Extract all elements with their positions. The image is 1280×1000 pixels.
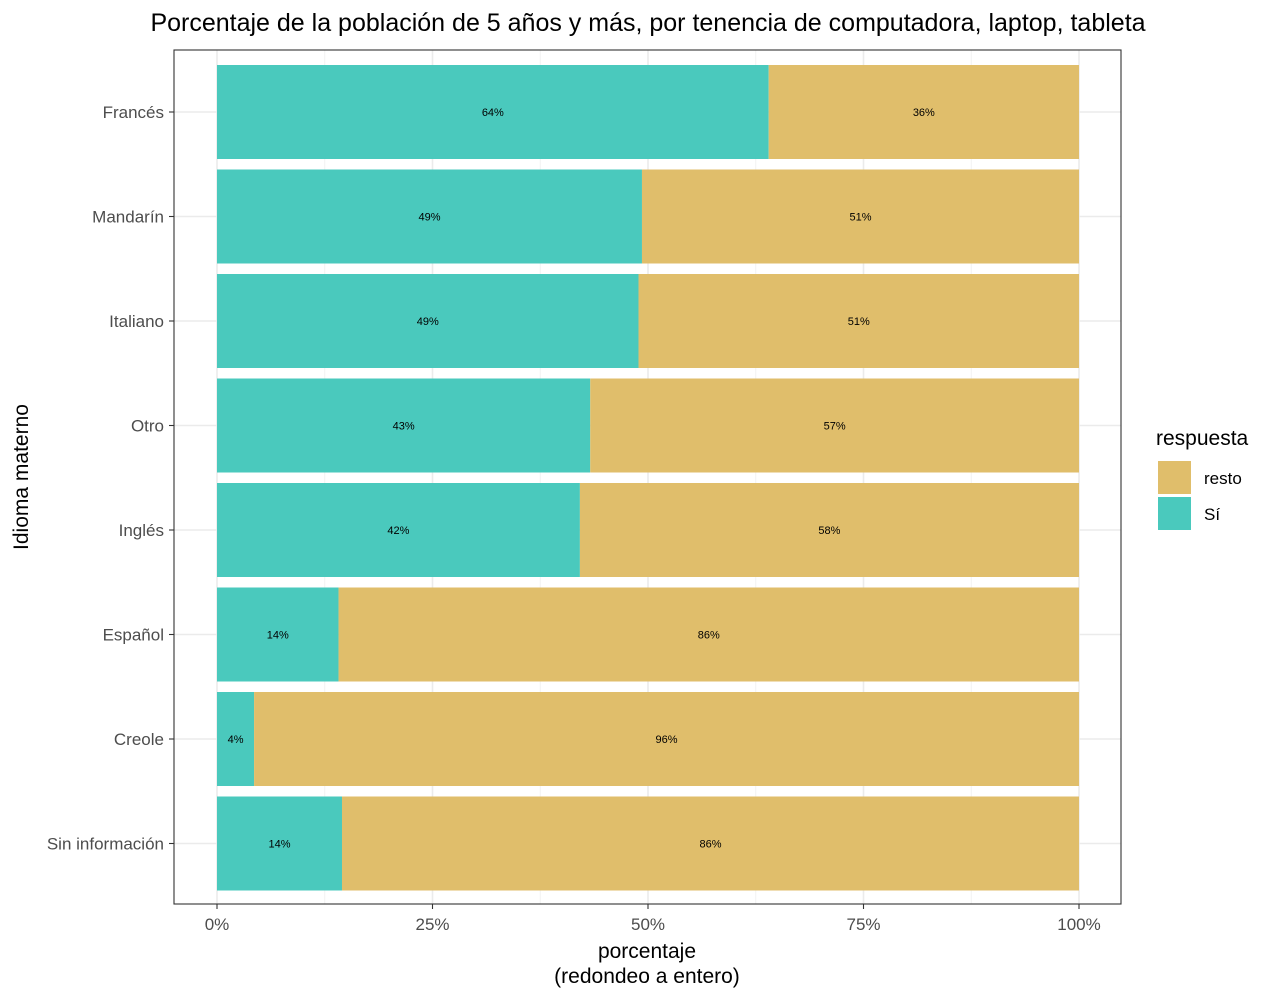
data-label-resto: 51% xyxy=(848,316,870,328)
data-label-si: 14% xyxy=(268,839,290,851)
x-axis: 0% 25% 50% 75% 100% xyxy=(205,904,1101,934)
y-tick-label: Sin información xyxy=(47,835,164,854)
x-axis-title: porcentaje xyxy=(598,940,696,963)
bar-resto xyxy=(341,796,1079,891)
legend: respuesta resto Sí xyxy=(1156,427,1249,530)
y-tick-label: Otro xyxy=(131,417,164,436)
y-tick-label: Creole xyxy=(114,730,164,749)
x-tick-label: 100% xyxy=(1057,915,1100,934)
data-label-si: 14% xyxy=(267,630,289,642)
bars xyxy=(217,65,1080,891)
bar-resto xyxy=(254,692,1080,786)
y-axis: Francés Mandarín Italiano Otro Inglés Español… xyxy=(47,103,174,854)
data-label-resto: 36% xyxy=(913,107,935,119)
bar-resto xyxy=(638,274,1079,368)
y-tick-label: Mandarín xyxy=(92,208,164,227)
x-tick-label: 0% xyxy=(205,915,230,934)
legend-swatch xyxy=(1158,497,1191,530)
bar-resto xyxy=(338,587,1079,682)
x-tick-label: 50% xyxy=(631,915,665,934)
data-label-resto: 57% xyxy=(824,421,846,433)
data-label-resto: 86% xyxy=(698,630,720,642)
data-label-si: 43% xyxy=(393,421,415,433)
bar-resto xyxy=(768,65,1079,159)
x-axis-subtitle: (redondeo a entero) xyxy=(554,965,740,988)
bar-si xyxy=(217,169,642,264)
bar-si xyxy=(217,65,769,159)
legend-label: resto xyxy=(1204,469,1242,488)
data-label-si: 49% xyxy=(417,316,439,328)
bar-si xyxy=(217,587,339,682)
bar-si xyxy=(217,483,580,577)
bar-resto xyxy=(641,169,1079,264)
y-tick-label: Español xyxy=(103,626,164,645)
data-label-resto: 96% xyxy=(656,734,678,746)
data-label-si: 64% xyxy=(482,107,504,119)
legend-label: Sí xyxy=(1204,505,1220,524)
bar-si xyxy=(217,796,342,891)
bar-si xyxy=(217,692,255,786)
x-tick-label: 75% xyxy=(846,915,880,934)
bar-si xyxy=(217,378,591,473)
data-label-resto: 51% xyxy=(849,212,871,224)
y-axis-title: Idioma materno xyxy=(10,404,33,550)
data-label-resto: 86% xyxy=(699,839,721,851)
y-tick-label: Italiano xyxy=(109,312,164,331)
y-tick-label: Francés xyxy=(103,103,164,122)
x-tick-label: 25% xyxy=(415,915,449,934)
data-label-si: 4% xyxy=(228,734,244,746)
data-label-si: 42% xyxy=(387,525,409,537)
bar-resto xyxy=(590,378,1079,473)
bar-resto xyxy=(579,483,1079,577)
data-label-si: 49% xyxy=(418,212,440,224)
bar-si xyxy=(217,274,639,368)
legend-title: respuesta xyxy=(1156,427,1249,450)
bar-labels: 64% 36% 49% 51% 49% 51% 43% 57% 42% 58% 14% 86% 4% 96… xyxy=(228,107,935,851)
chart-title: Porcentaje de la población de 5 años y m… xyxy=(150,9,1145,37)
data-label-resto: 58% xyxy=(818,525,840,537)
legend-swatch xyxy=(1158,461,1191,494)
y-tick-label: Inglés xyxy=(119,521,164,540)
